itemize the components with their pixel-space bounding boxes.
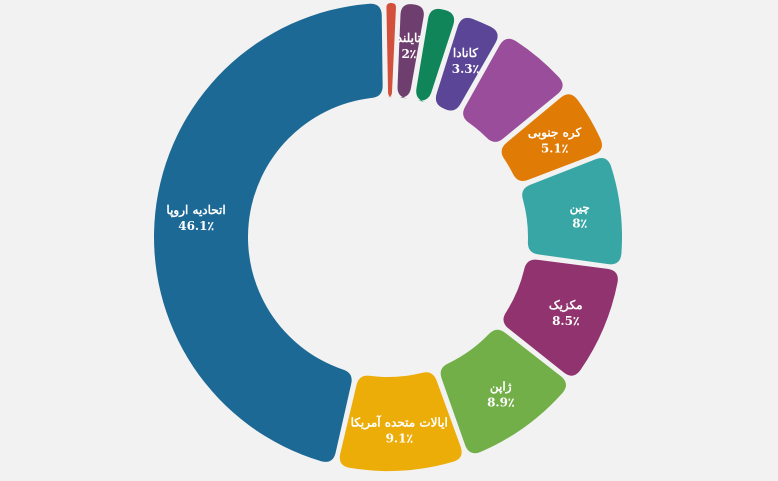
slice-category-label: مکزیک xyxy=(549,298,583,313)
slice-category-label: کانادا xyxy=(453,46,478,60)
slice-label-8: ژاپن 8.9٪ xyxy=(487,380,515,410)
pie-slice-8[interactable] xyxy=(440,329,566,454)
pie-slice-5[interactable] xyxy=(501,94,602,181)
pie-slice-9[interactable] xyxy=(339,372,462,471)
slice-label-6: چین 8٪ xyxy=(570,200,590,230)
slice-category-label: کره جنوبی xyxy=(528,126,582,141)
pie-slice-0[interactable] xyxy=(386,3,396,98)
pie-slice-6[interactable] xyxy=(522,157,622,265)
slice-label-10: اتحادیه اروپا 46.1٪ xyxy=(166,203,225,233)
pie-slice-4[interactable] xyxy=(463,38,563,142)
labels-layer: تایلند 2٪ کانادا 3.3٪ کره جنوبی 5.1٪ چین 8٪ مکزی… xyxy=(166,31,589,446)
slice-label-9: ایالات متحده آمریکا 9.1٪ xyxy=(351,414,448,446)
pie-slice-1[interactable] xyxy=(397,4,424,99)
slice-percent-label: 5.1٪ xyxy=(541,142,569,156)
slice-percent-label: 2٪ xyxy=(401,47,416,61)
slice-percent-label: 3.3٪ xyxy=(452,62,480,76)
slice-category-label: تایلند xyxy=(397,31,422,45)
slice-label-3: کانادا 3.3٪ xyxy=(452,46,480,76)
slices-layer xyxy=(153,3,622,471)
slice-category-label: چین xyxy=(570,200,590,215)
pie-slice-3[interactable] xyxy=(435,17,498,111)
slice-label-7: مکزیک 8.5٪ xyxy=(549,298,583,328)
slice-label-1: تایلند 2٪ xyxy=(397,31,422,61)
slice-percent-label: 8٪ xyxy=(572,216,587,230)
slice-percent-label: 8.9٪ xyxy=(487,396,515,410)
slice-percent-label: 8.5٪ xyxy=(552,314,580,328)
slice-category-label: اتحادیه اروپا xyxy=(166,203,225,218)
slice-percent-label: 46.1٪ xyxy=(178,219,214,233)
slice-category-label: ایالات متحده آمریکا xyxy=(351,414,448,431)
pie-slice-2[interactable] xyxy=(416,8,455,103)
pie-slice-7[interactable] xyxy=(503,259,618,376)
pie-slice-10[interactable] xyxy=(153,3,383,462)
slice-label-5: کره جنوبی 5.1٪ xyxy=(528,126,582,156)
slice-category-label: ژاپن xyxy=(490,380,512,395)
slice-percent-label: 9.1٪ xyxy=(386,432,414,446)
